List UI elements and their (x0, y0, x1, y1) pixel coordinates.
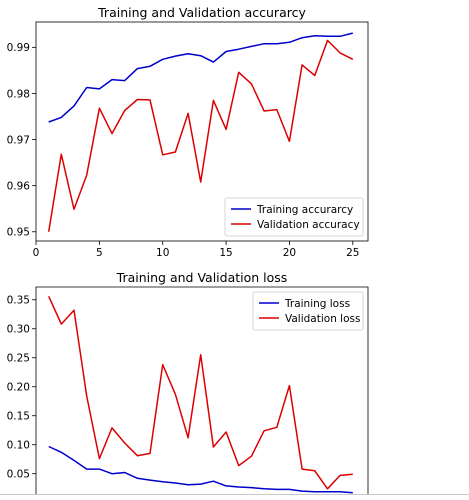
axes-frame (35, 286, 369, 494)
legend-entry: Validation accuracy (257, 219, 360, 231)
x-tick-label: 5 (96, 247, 103, 259)
y-tick-label: 0.99 (7, 42, 30, 54)
y-tick-label: 0.25 (7, 353, 30, 365)
legend: Training loss Validation loss (252, 291, 364, 331)
chart-title: Training and Validation loss (116, 270, 288, 285)
series-line-1 (48, 295, 353, 490)
chart-title: Training and Validation accurarcy (97, 5, 306, 20)
legend: Training accurarcy Validation accuracy (224, 197, 364, 237)
y-tick-label: 0.15 (7, 411, 30, 423)
y-tick-label: 0.96 (7, 180, 31, 192)
series-line-1 (47, 39, 354, 232)
series-line-0 (48, 32, 353, 123)
axes-frame (35, 21, 369, 242)
x-tick-label: 10 (156, 247, 169, 259)
y-tick-label: 0.05 (7, 469, 30, 481)
y-tick-label: 0.20 (7, 382, 30, 394)
legend-box (224, 197, 364, 237)
y-tick-label: 0.35 (7, 295, 30, 307)
y-tick-label: 0.98 (7, 88, 30, 100)
y-tick-label: 0.95 (7, 227, 30, 239)
y-tick-label: 0.30 (7, 324, 30, 336)
x-tick-label: 0 (33, 247, 40, 259)
x-tick-label: 25 (346, 247, 359, 259)
loss-plot: Training and Validation loss 0.05 0.10 0.15… (7, 270, 369, 494)
legend-box (252, 291, 364, 331)
accuracy-plot: Training and Validation accurarcy 0.95 0.9… (7, 5, 369, 259)
legend-entry: Training accurarcy (256, 204, 353, 216)
y-tick-label: 0.97 (7, 134, 30, 146)
legend-entry: Validation loss (285, 313, 360, 325)
x-tick-label: 15 (219, 247, 232, 259)
series-line-0 (48, 445, 353, 494)
legend-entry: Training loss (284, 298, 350, 310)
bottom-divider (0, 494, 469, 495)
x-tick-label: 20 (283, 247, 296, 259)
y-tick-label: 0.10 (7, 440, 30, 452)
